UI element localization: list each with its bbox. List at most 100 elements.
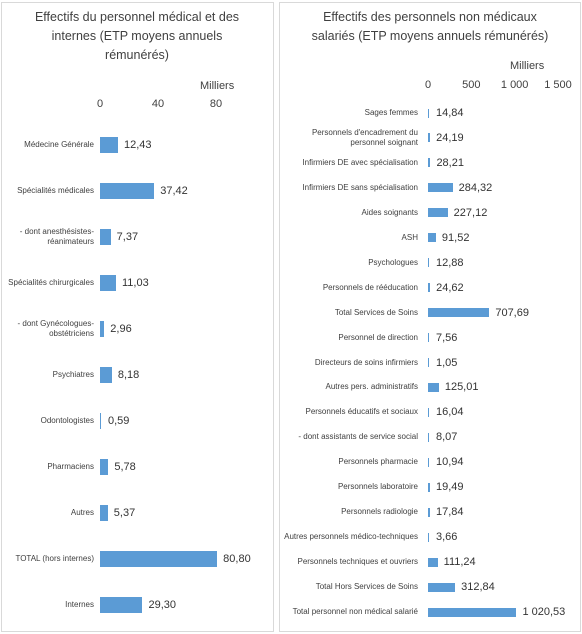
category-label: Autres	[70, 508, 94, 517]
value-label: 1,05	[436, 356, 458, 369]
bar	[100, 321, 105, 337]
bar	[100, 367, 112, 383]
bar	[100, 505, 108, 521]
bar	[428, 258, 430, 268]
panel-left	[1, 2, 274, 632]
category-label: Personnels radiologie	[341, 507, 418, 517]
bar	[428, 208, 448, 218]
bar	[428, 607, 517, 617]
bar	[428, 183, 453, 193]
axis-label: Milliers	[200, 80, 235, 92]
axis-label: Milliers	[510, 60, 545, 72]
category-label: Psychiatres	[52, 370, 94, 379]
value-label: 10,94	[436, 456, 464, 469]
bar	[428, 108, 430, 118]
value-label: 7,56	[436, 331, 458, 344]
category-label: Autres pers. administratifs	[325, 382, 418, 392]
x-tick-label: 0	[424, 79, 432, 91]
chart-title: Effectifs des personnels non médicaux sa…	[311, 10, 549, 43]
value-label: 37,42	[160, 185, 188, 197]
category-label: - dont assistants de service social	[298, 432, 418, 442]
bar	[428, 582, 456, 592]
chart-title: Effectifs du personnel médical et des in…	[34, 10, 240, 62]
bar	[100, 275, 116, 291]
bar	[100, 183, 155, 199]
value-label: 1 020,53	[522, 606, 566, 618]
category-label: Médecine Générale	[24, 140, 94, 149]
bar	[100, 137, 119, 153]
bar	[428, 358, 429, 367]
value-label: 111,24	[443, 556, 476, 569]
value-label: 125,01	[444, 381, 479, 394]
value-label: 707,69	[495, 306, 529, 319]
x-tick-label: 0	[96, 98, 104, 110]
bar	[428, 432, 429, 442]
bar	[428, 482, 430, 492]
category-label: Personnels éducatifs et sociaux	[305, 407, 418, 417]
bar	[428, 407, 430, 417]
category-label: Spécialités chirurgicales	[8, 278, 94, 287]
value-label: 28,21	[436, 156, 464, 169]
category-label: Personnel de direction	[338, 332, 418, 342]
value-label: 8,07	[436, 431, 458, 444]
category-label: - dont Gynécologues-obstétriciens	[17, 319, 95, 338]
value-label: 91,52	[441, 231, 470, 244]
category-label: Spécialités médicales	[17, 186, 94, 195]
category-label: Personnels de rééducation	[322, 282, 418, 292]
bar	[428, 507, 430, 517]
bar	[428, 333, 429, 343]
value-label: 5,37	[113, 507, 136, 519]
value-label: 227,12	[453, 206, 488, 219]
value-label: 11,03	[121, 277, 149, 289]
bar	[100, 413, 101, 429]
value-label: 80,80	[223, 553, 251, 565]
category-label: Infirmiers DE avec spécialisation	[302, 157, 418, 167]
category-label: Pharmaciens	[47, 462, 94, 471]
x-tick-label: 40	[151, 98, 165, 110]
x-tick-label: 80	[209, 98, 223, 110]
category-label: Personnels pharmacie	[338, 457, 418, 467]
value-label: 29,30	[148, 599, 177, 611]
bar	[428, 457, 429, 467]
value-label: 17,84	[436, 506, 464, 519]
x-tick-label: 1 000	[500, 79, 529, 91]
bar	[100, 597, 143, 613]
category-label: Autres personnels médico-techniques	[284, 532, 418, 542]
bar	[428, 158, 431, 168]
value-label: 24,62	[436, 281, 464, 294]
category-label: Total Hors Services de Soins	[315, 582, 418, 592]
value-label: 284,32	[458, 181, 493, 194]
x-tick-label: 1 500	[544, 79, 572, 91]
category-label: Directeurs de soins infirmiers	[314, 357, 418, 367]
bar	[428, 133, 431, 143]
category-label: Infirmiers DE sans spécialisation	[302, 182, 418, 192]
value-label: 3,66	[436, 531, 458, 544]
category-label: Odontologistes	[40, 416, 94, 425]
bar	[428, 308, 490, 318]
category-label: - dont anesthésistes-réanimateurs	[19, 227, 94, 246]
category-label: Total personnel non médical salarié	[292, 607, 418, 616]
category-label: Sages femmes	[364, 108, 418, 117]
category-label: Total Services de Soins	[334, 307, 418, 317]
category-label: TOTAL (hors internes)	[15, 554, 94, 563]
category-label: ASH	[401, 232, 418, 242]
value-label: 24,19	[436, 131, 464, 144]
category-label: Internes	[65, 600, 94, 609]
value-label: 5,78	[114, 461, 136, 473]
value-label: 8,18	[117, 369, 140, 381]
value-label: 12,43	[124, 139, 152, 151]
panel-right	[279, 2, 581, 632]
value-label: 19,49	[436, 481, 464, 494]
bar	[428, 283, 431, 293]
category-label: Personnels laboratoire	[337, 482, 418, 492]
category-label: Aides soignants	[361, 207, 418, 217]
value-label: 16,04	[436, 406, 464, 419]
value-label: 14,84	[436, 107, 464, 119]
value-label: 312,84	[461, 581, 495, 594]
value-label: 2,96	[110, 323, 132, 335]
category-label: Personnels techniques et ouvriers	[297, 557, 418, 567]
value-label: 12,88	[436, 256, 464, 269]
category-label: Personnels d'encadrement du personnel so…	[311, 127, 418, 147]
value-label: 7,37	[116, 231, 139, 243]
